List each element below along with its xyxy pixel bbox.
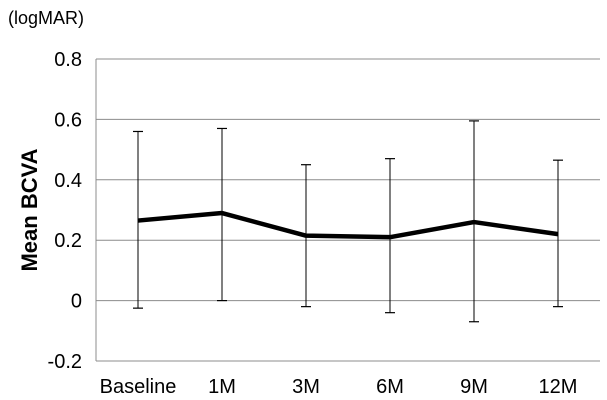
unit-label: (logMAR)	[8, 8, 84, 28]
y-tick-label: 0.4	[54, 170, 82, 192]
y-tick-label: 0.2	[54, 230, 82, 252]
x-tick-label: Baseline	[100, 376, 177, 398]
x-tick-label: 9M	[460, 376, 488, 398]
error-bars	[133, 120, 563, 323]
series-lines	[137, 210, 559, 240]
x-tick-label: 12M	[539, 376, 578, 398]
y-tick-labels: -0.2 0 0.2 0.4 0.6 0.8	[48, 49, 82, 373]
y-tick-label: 0.8	[54, 49, 82, 71]
x-tick-label: 6M	[376, 376, 404, 398]
x-tick-label: 1M	[208, 376, 236, 398]
x-tick-label: 3M	[292, 376, 320, 398]
x-tick-labels: Baseline 1M 3M 6M 9M 12M	[100, 376, 578, 398]
y-axis-title: Mean BCVA	[17, 148, 42, 271]
series-line	[137, 210, 559, 240]
y-tick-label: 0.6	[54, 109, 82, 131]
y-tick-label: -0.2	[48, 351, 82, 373]
y-tick-label: 0	[71, 291, 82, 313]
gridlines	[95, 58, 600, 362]
